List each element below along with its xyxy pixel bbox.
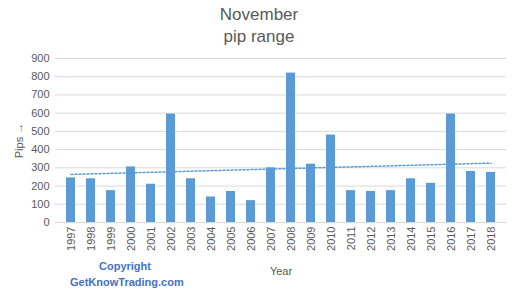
svg-text:2018: 2018 [485,227,497,251]
svg-text:2013: 2013 [385,227,397,251]
svg-text:400: 400 [31,143,49,155]
svg-text:800: 800 [31,70,49,82]
svg-text:100: 100 [31,198,49,210]
svg-text:2000: 2000 [125,227,137,251]
svg-text:1997: 1997 [65,227,77,251]
html-text:pip range: pip range [223,27,295,46]
html-text:November: November [219,5,299,24]
svg-text:500: 500 [31,125,49,137]
svg-text:2006: 2006 [245,227,257,251]
svg-text:2008: 2008 [285,227,297,251]
html-text:Copyright: Copyright [99,260,151,272]
svg-text:2017: 2017 [465,227,477,251]
html-text:GetKnowTrading.com: GetKnowTrading.com [70,276,184,288]
svg-text:Year: Year [270,265,293,277]
svg-text:Pips →: Pips → [13,123,25,158]
svg-text:2010: 2010 [325,227,337,251]
svg-text:1999: 1999 [105,227,117,251]
svg-text:2016: 2016 [445,227,457,251]
svg-text:2009: 2009 [305,227,317,251]
svg-text:600: 600 [31,107,49,119]
svg-text:2003: 2003 [185,227,197,251]
svg-text:2004: 2004 [205,227,217,251]
svg-text:2011: 2011 [345,227,357,251]
svg-text:1998: 1998 [85,227,97,251]
svg-text:2002: 2002 [165,227,177,251]
svg-text:2005: 2005 [225,227,237,251]
svg-text:0: 0 [43,216,49,228]
svg-text:900: 900 [31,52,49,64]
svg-text:2015: 2015 [425,227,437,251]
svg-text:300: 300 [31,161,49,173]
svg-text:200: 200 [31,180,49,192]
svg-text:2007: 2007 [265,227,277,251]
svg-text:2014: 2014 [405,227,417,251]
svg-text:2012: 2012 [365,227,377,251]
svg-text:700: 700 [31,88,49,100]
svg-text:2001: 2001 [145,227,157,251]
